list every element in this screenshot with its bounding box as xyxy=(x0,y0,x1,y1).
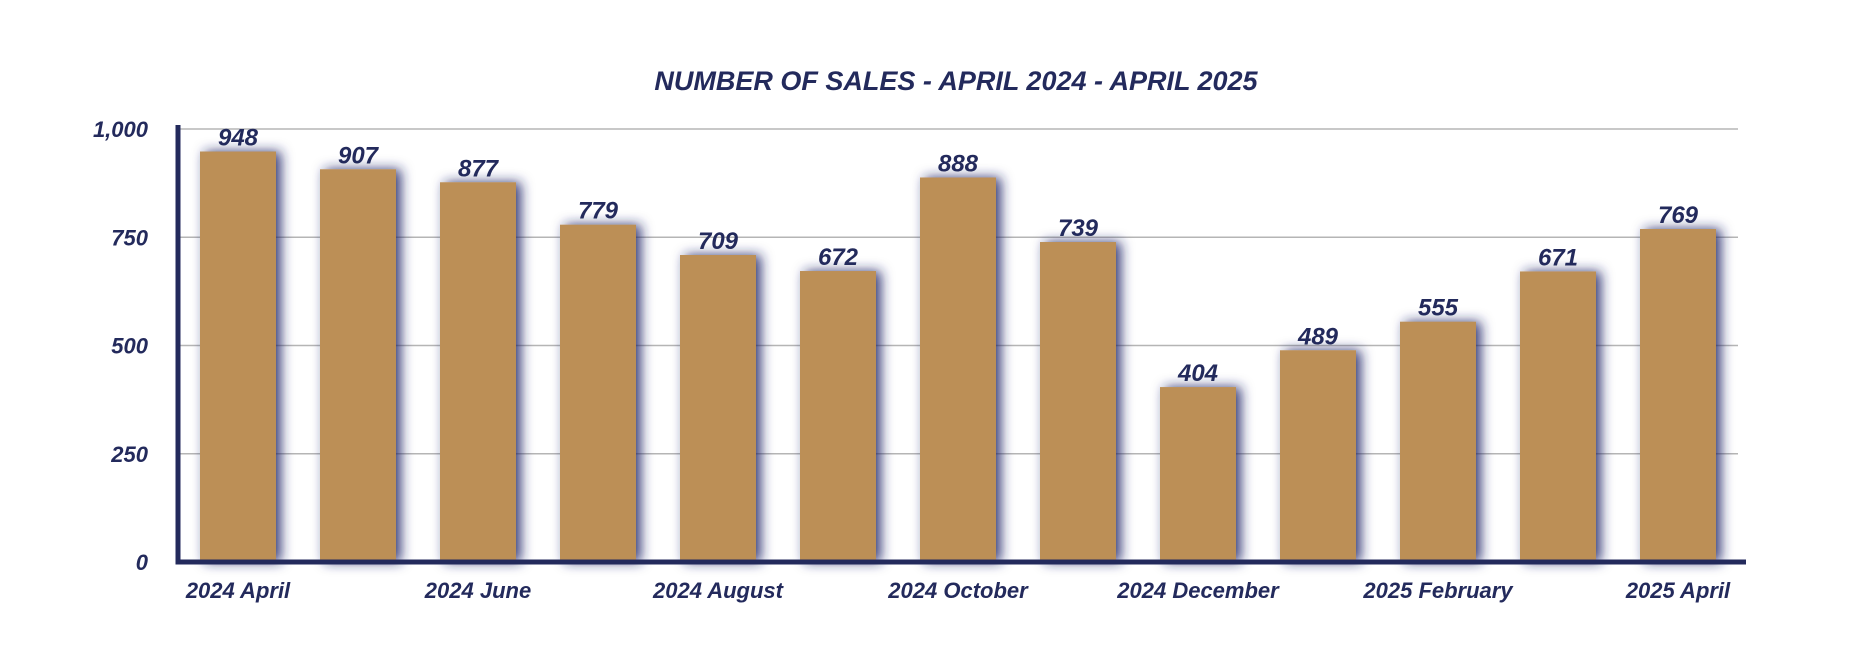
x-tick-label: 2024 June xyxy=(424,578,531,603)
bar xyxy=(1280,350,1356,562)
x-tick-label: 2024 April xyxy=(185,578,291,603)
y-tick-label: 250 xyxy=(110,442,148,467)
data-label: 907 xyxy=(338,142,380,169)
bar xyxy=(1400,321,1476,562)
data-label: 888 xyxy=(938,150,979,177)
x-tick-label: 2024 October xyxy=(887,578,1029,603)
data-label: 948 xyxy=(218,125,259,152)
x-tick-label: 2024 August xyxy=(652,578,785,603)
x-tick-label: 2025 February xyxy=(1362,578,1514,603)
bars xyxy=(200,151,1716,563)
data-label: 489 xyxy=(1297,323,1339,350)
data-label: 555 xyxy=(1418,295,1459,322)
bar xyxy=(680,255,756,563)
data-label: 671 xyxy=(1538,244,1578,271)
data-label: 739 xyxy=(1058,215,1099,242)
chart-title: NUMBER OF SALES - APRIL 2024 - APRIL 202… xyxy=(654,66,1258,96)
bar xyxy=(1040,242,1116,562)
data-labels: 948 907 877 779 709 672 888 739 404 489 555 671 769 xyxy=(218,125,1699,388)
data-label: 672 xyxy=(818,244,859,271)
bar xyxy=(920,177,996,562)
y-tick-label: 500 xyxy=(111,334,148,359)
bar xyxy=(560,224,636,562)
x-tick-label: 2024 December xyxy=(1116,578,1280,603)
y-tick-label: 1,000 xyxy=(93,117,149,142)
data-label: 769 xyxy=(1658,202,1699,229)
x-axis-ticks: 2024 April 2024 June 2024 August 2024 Octob… xyxy=(185,578,1731,603)
y-tick-label: 0 xyxy=(136,550,149,575)
y-tick-label: 750 xyxy=(111,225,148,250)
bar xyxy=(200,151,276,563)
bar xyxy=(800,271,876,562)
data-label: 404 xyxy=(1177,360,1218,387)
bar xyxy=(440,182,516,562)
data-label: 709 xyxy=(698,228,739,255)
bar xyxy=(320,169,396,563)
data-label: 877 xyxy=(458,155,500,182)
data-label: 779 xyxy=(578,198,619,225)
x-tick-label: 2025 April xyxy=(1625,578,1731,603)
axes xyxy=(175,125,1746,565)
bar xyxy=(1520,271,1596,562)
bar xyxy=(1160,387,1236,562)
y-axis-ticks: 0 250 500 750 1,000 xyxy=(93,117,149,575)
bar xyxy=(1640,229,1716,562)
